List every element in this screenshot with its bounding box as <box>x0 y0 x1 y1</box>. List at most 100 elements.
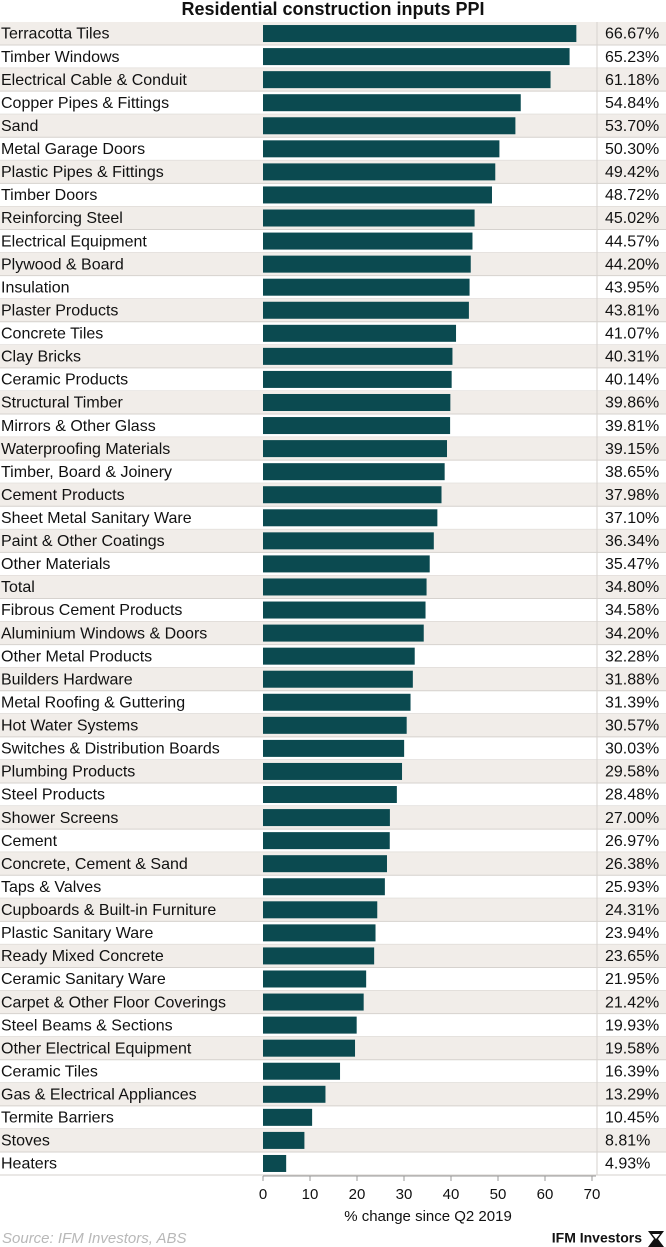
category-label: Waterproofing Materials <box>1 441 170 458</box>
value-label: 39.81% <box>605 418 659 435</box>
category-label: Cement <box>1 833 58 850</box>
category-label: Ceramic Tiles <box>1 1063 98 1080</box>
bar <box>263 25 577 43</box>
x-tick-label: 30 <box>396 1186 413 1203</box>
category-label: Total <box>1 579 35 596</box>
bar <box>263 278 470 296</box>
bar <box>263 1016 357 1034</box>
bar <box>263 232 473 250</box>
value-label: 49.42% <box>605 164 659 181</box>
value-label: 25.93% <box>605 879 659 896</box>
value-label: 37.10% <box>605 510 659 527</box>
value-label: 43.81% <box>605 302 659 319</box>
category-label: Other Metal Products <box>1 648 152 665</box>
category-label: Structural Timber <box>1 395 123 412</box>
bar <box>263 993 364 1011</box>
category-label: Plastic Sanitary Ware <box>1 925 153 942</box>
value-label: 39.15% <box>605 441 659 458</box>
category-label: Shower Screens <box>1 810 118 827</box>
category-label: Concrete Tiles <box>1 326 103 343</box>
bar <box>263 140 500 158</box>
category-label: Plumbing Products <box>1 764 135 781</box>
category-label: Metal Roofing & Guttering <box>1 694 185 711</box>
row-band <box>0 1082 666 1106</box>
value-label: 43.95% <box>605 279 659 296</box>
bar <box>263 370 452 388</box>
value-label: 48.72% <box>605 187 659 204</box>
category-label: Switches & Distribution Boards <box>1 741 220 758</box>
category-label: Other Electrical Equipment <box>1 1040 192 1057</box>
chart-title: Residential construction inputs PPI <box>181 0 484 19</box>
category-label: Gas & Electrical Appliances <box>1 1087 197 1104</box>
bar <box>263 509 438 527</box>
value-label: 34.80% <box>605 579 659 596</box>
category-label: Plaster Products <box>1 302 118 319</box>
value-label: 30.57% <box>605 718 659 735</box>
category-label: Concrete, Cement & Sand <box>1 856 188 873</box>
bar <box>263 440 448 458</box>
plot: Terracotta Tiles 66.67% Timber Windows 65.2… <box>0 22 666 1203</box>
value-label: 32.28% <box>605 648 659 665</box>
bar <box>263 762 403 780</box>
value-label: 13.29% <box>605 1087 659 1104</box>
category-label: Carpet & Other Floor Coverings <box>1 994 226 1011</box>
source: Source: IFM Investors, ABS <box>2 1230 187 1247</box>
value-label: 8.81% <box>605 1133 650 1150</box>
value-label: 65.23% <box>605 49 659 66</box>
category-label: Insulation <box>1 279 70 296</box>
x-tick-label: 70 <box>584 1186 601 1203</box>
category-label: Metal Garage Doors <box>1 141 145 158</box>
category-label: Cupboards & Built-in Furniture <box>1 902 216 919</box>
bar <box>263 555 430 573</box>
bar <box>263 117 516 135</box>
value-label: 26.38% <box>605 856 659 873</box>
value-label: 31.88% <box>605 671 659 688</box>
bar <box>263 463 445 481</box>
bar <box>263 947 375 965</box>
bar <box>263 739 405 757</box>
category-label: Fibrous Cement Products <box>1 602 182 619</box>
category-label: Ceramic Sanitary Ware <box>1 971 166 988</box>
value-label: 16.39% <box>605 1063 659 1080</box>
category-label: Terracotta Tiles <box>1 26 109 43</box>
bar <box>263 1108 313 1126</box>
category-label: Sand <box>1 118 38 135</box>
value-label: 41.07% <box>605 326 659 343</box>
bar <box>263 693 411 711</box>
category-label: Other Materials <box>1 556 110 573</box>
value-label: 28.48% <box>605 787 659 804</box>
category-label: Steel Beams & Sections <box>1 1017 173 1034</box>
x-tick-label: 0 <box>259 1186 267 1203</box>
x-tick-label: 60 <box>537 1186 554 1203</box>
value-label: 31.39% <box>605 694 659 711</box>
value-label: 45.02% <box>605 210 659 227</box>
x-tick-label: 10 <box>302 1186 319 1203</box>
bar <box>263 901 378 919</box>
bar <box>263 832 390 850</box>
category-label: Taps & Valves <box>1 879 101 896</box>
brand: IFM Investors <box>552 1230 642 1246</box>
category-label: Timber Windows <box>1 49 120 66</box>
bar <box>263 855 387 873</box>
bar <box>263 1062 341 1080</box>
bar <box>263 1131 305 1149</box>
value-label: 35.47% <box>605 556 659 573</box>
bar <box>263 601 426 619</box>
value-label: 50.30% <box>605 141 659 158</box>
bar <box>263 786 397 804</box>
value-label: 39.86% <box>605 395 659 412</box>
category-label: Steel Products <box>1 787 105 804</box>
category-label: Electrical Cable & Conduit <box>1 72 187 89</box>
bar <box>263 1154 287 1172</box>
category-label: Mirrors & Other Glass <box>1 418 156 435</box>
value-label: 23.94% <box>605 925 659 942</box>
value-label: 19.93% <box>605 1017 659 1034</box>
value-label: 37.98% <box>605 487 659 504</box>
x-axis-label: % change since Q2 2019 <box>344 1208 512 1225</box>
category-label: Sheet Metal Sanitary Ware <box>1 510 192 527</box>
value-label: 34.58% <box>605 602 659 619</box>
value-label: 4.93% <box>605 1156 650 1173</box>
value-label: 40.14% <box>605 372 659 389</box>
bar <box>263 716 407 734</box>
